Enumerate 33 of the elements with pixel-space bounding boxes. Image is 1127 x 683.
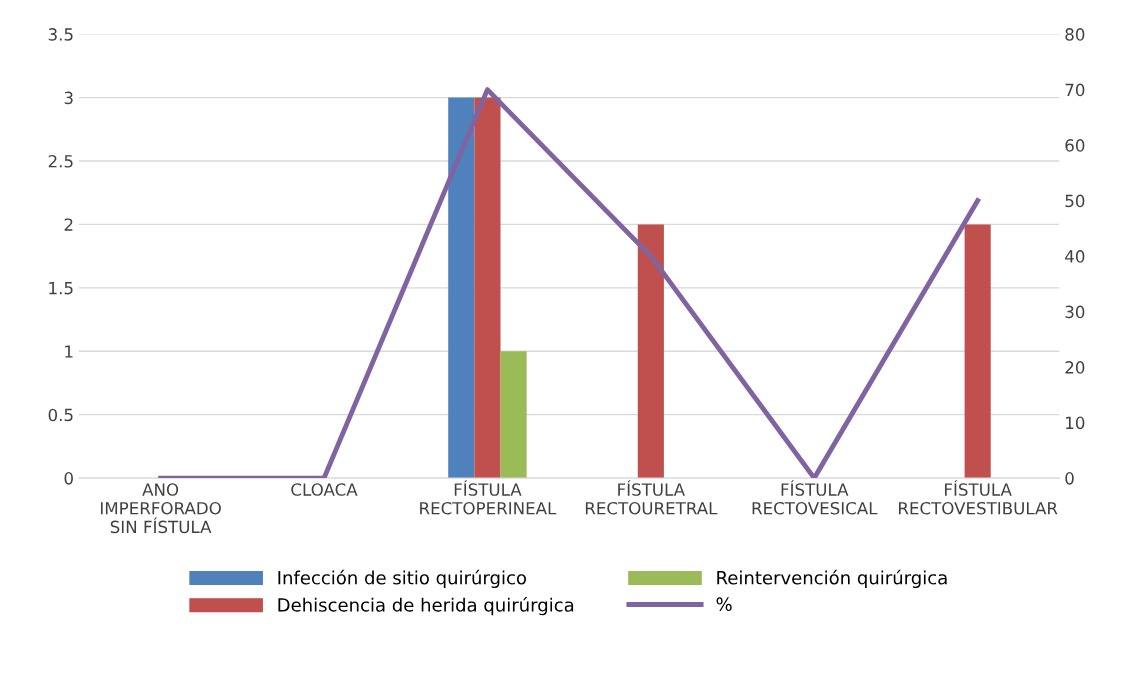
bar: [637, 224, 664, 479]
y-tick-label: 1.5: [49, 282, 73, 295]
y2-tick-label: 10: [1066, 416, 1085, 430]
y2-tick-label: 60: [1065, 139, 1085, 152]
bar: [474, 97, 501, 479]
x-tick-label: FÍSTULA RECTOVESTIBULAR: [898, 480, 1058, 515]
x-tick-label: CLOACA: [291, 483, 358, 496]
legend-label: %: [716, 597, 732, 612]
x-tick-label: ANO IMPERFORADO SIN FÍSTULA: [101, 483, 221, 534]
x-tick-label: FÍSTULA RECTOVESICAL: [752, 480, 878, 515]
legend-label: Reintervención quirúrgica: [717, 569, 947, 589]
x-tick-label: FÍSTULA RECTOPERINEAL: [420, 480, 557, 515]
bar: [448, 97, 475, 479]
y2-tick-label: 80: [1065, 28, 1085, 41]
y2-tick-label: 70: [1065, 83, 1085, 97]
y2-tick-label: 20: [1065, 361, 1085, 374]
y-tick-label: 3.5: [48, 28, 73, 41]
line-series: [158, 87, 981, 479]
y-tick-label: 2: [64, 218, 73, 231]
y2-tick-label: 30: [1065, 305, 1085, 319]
y-tick-label: 2.5: [48, 154, 73, 168]
y-tick-label: 1: [65, 345, 73, 358]
y2-tick-label: 0: [1065, 472, 1074, 485]
legend-label: Dehiscencia de herida quirúrgica: [278, 597, 574, 616]
bar: [964, 224, 991, 479]
y-tick-label: 0: [64, 472, 73, 485]
bar: [500, 351, 527, 479]
x-tick-label: FÍSTULA RECTOURETRAL: [585, 480, 718, 515]
y-tick-label: 0.5: [48, 408, 73, 422]
y2-tick-label: 50: [1065, 194, 1085, 208]
legend-label: Infección de sitio quirúrgico: [278, 569, 526, 589]
y-tick-label: 3: [64, 91, 73, 105]
y2-tick-label: 40: [1065, 250, 1085, 263]
